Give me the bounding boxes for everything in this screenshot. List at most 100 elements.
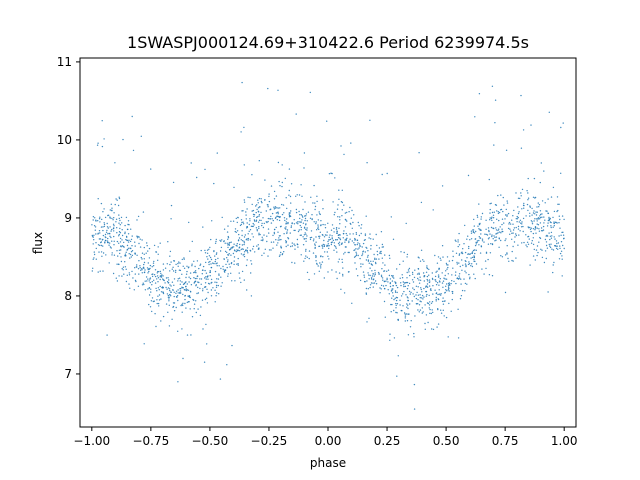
data-point [500, 208, 503, 211]
data-point [363, 274, 365, 276]
data-point [286, 232, 288, 235]
data-point [389, 282, 391, 285]
data-point [252, 209, 255, 212]
data-point [428, 274, 430, 276]
data-point [517, 228, 520, 230]
data-point [116, 240, 119, 243]
data-point [370, 260, 372, 262]
data-point [459, 265, 461, 268]
data-point [354, 237, 356, 240]
data-point [378, 247, 381, 249]
data-point [421, 294, 424, 297]
data-point [508, 223, 510, 225]
data-point [319, 231, 321, 233]
data-point [473, 225, 475, 227]
data-point [417, 268, 419, 270]
data-point [267, 206, 269, 208]
data-point [545, 257, 547, 260]
data-point [370, 263, 372, 265]
data-point [397, 355, 399, 357]
data-point [492, 217, 495, 219]
data-point [478, 223, 480, 225]
data-point [474, 238, 476, 240]
data-point [417, 309, 419, 311]
data-point [408, 313, 410, 315]
data-point [104, 236, 106, 238]
data-point [240, 281, 242, 284]
data-point [274, 207, 276, 209]
data-point [290, 202, 292, 204]
data-point [333, 214, 335, 216]
data-point [488, 178, 490, 181]
data-point [213, 250, 215, 252]
data-point [456, 261, 458, 264]
data-point [277, 89, 279, 92]
data-point [177, 280, 179, 282]
data-point [246, 249, 248, 252]
data-point [535, 232, 537, 234]
data-point [119, 241, 122, 243]
data-point [178, 277, 181, 279]
data-point [306, 256, 308, 258]
data-point [403, 282, 406, 284]
data-point [475, 241, 477, 244]
data-point [196, 292, 198, 295]
data-point [440, 312, 443, 314]
data-point [321, 247, 324, 249]
data-point [320, 263, 322, 266]
data-point [171, 281, 174, 283]
data-point [246, 222, 248, 224]
data-point [532, 232, 535, 235]
data-point [261, 222, 263, 225]
data-point [364, 233, 367, 235]
data-point [432, 311, 434, 314]
data-point [428, 268, 430, 271]
data-point [156, 272, 158, 274]
data-point [305, 228, 307, 231]
data-point [143, 246, 145, 249]
data-point [510, 230, 512, 232]
data-point [212, 287, 214, 289]
data-point [201, 273, 203, 275]
data-point [310, 230, 313, 232]
data-point [535, 211, 537, 213]
data-point [515, 226, 517, 229]
data-point [227, 225, 229, 227]
data-point [245, 218, 247, 220]
data-point [166, 293, 169, 295]
data-point [175, 296, 178, 298]
data-point [488, 230, 490, 233]
data-point [295, 113, 297, 115]
data-point [492, 238, 494, 240]
data-point [129, 240, 132, 243]
data-point [115, 221, 117, 223]
data-point [451, 280, 453, 282]
data-point [354, 249, 356, 251]
data-point [417, 277, 419, 280]
data-point [445, 262, 448, 265]
data-point [258, 215, 260, 217]
data-point [295, 211, 298, 214]
data-point [474, 244, 477, 247]
data-point [124, 232, 126, 235]
data-point [243, 164, 245, 166]
data-point [559, 218, 561, 221]
data-point [154, 269, 157, 271]
data-point [245, 249, 247, 251]
data-point [162, 291, 164, 293]
data-point [534, 197, 536, 199]
data-point [460, 283, 462, 285]
data-point [247, 239, 249, 241]
data-point [202, 265, 205, 268]
data-point [288, 189, 290, 192]
data-point [372, 286, 374, 288]
data-point [304, 217, 307, 220]
data-point [451, 298, 453, 301]
data-point [189, 290, 192, 293]
data-point [159, 278, 161, 281]
data-point [405, 222, 407, 225]
data-point [137, 268, 140, 270]
data-point [485, 251, 488, 253]
data-point [300, 184, 302, 186]
data-point [183, 283, 186, 285]
